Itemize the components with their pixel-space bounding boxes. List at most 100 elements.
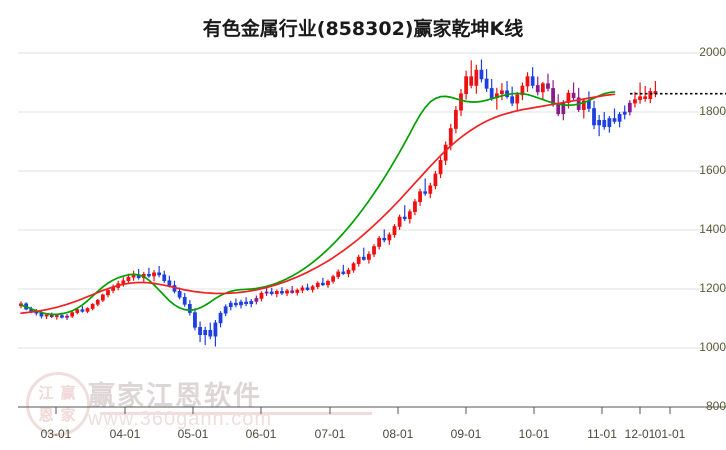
candle-body <box>315 282 320 287</box>
candle-body <box>223 306 228 314</box>
candle-body <box>643 96 648 100</box>
candle-body <box>633 99 637 104</box>
candle-body <box>540 83 545 93</box>
x-axis-label: 11-01 <box>587 427 617 441</box>
candle-body <box>597 119 602 126</box>
candle-body <box>95 299 100 305</box>
axis-lines <box>18 406 726 414</box>
candle-body <box>397 216 402 227</box>
candle-body <box>218 312 223 324</box>
candle-body <box>157 272 162 276</box>
candle-body <box>361 256 366 260</box>
ma-line <box>20 93 616 315</box>
candle-body <box>331 276 335 282</box>
candle-body <box>147 273 151 277</box>
candle-body <box>269 291 274 295</box>
candle-body <box>49 314 54 318</box>
x-axis-label: 10-01 <box>518 427 550 441</box>
seal-char-2: 赢 <box>60 383 76 402</box>
candle-body <box>459 93 463 111</box>
candle-body <box>520 85 525 96</box>
x-axis-label: 04-01 <box>109 427 141 441</box>
candle-body <box>607 118 612 128</box>
x-axis-label: 08-01 <box>382 427 414 441</box>
candle-body <box>525 76 530 87</box>
candle-body <box>44 314 49 317</box>
candle-body <box>638 96 642 100</box>
y-axis-label: 800 <box>705 399 726 413</box>
y-axis-label: 1000 <box>699 340 726 354</box>
x-axis-label: 03-01 <box>40 427 72 441</box>
candle-body <box>228 302 233 308</box>
candle-body <box>382 237 387 241</box>
candle-body <box>233 302 238 306</box>
candle-body <box>131 275 136 278</box>
candle-body <box>387 234 392 241</box>
candle-body <box>75 309 80 313</box>
candle-body <box>464 76 469 95</box>
x-axis-label: 09-01 <box>450 427 482 441</box>
candle-body <box>571 92 576 99</box>
y-axis-label: 1800 <box>699 104 726 118</box>
candle-body <box>489 88 494 99</box>
candle-body <box>320 282 325 286</box>
x-axis-label: 12-01 <box>624 427 656 441</box>
seal-ring <box>26 372 90 436</box>
candle-body <box>402 216 407 220</box>
candle-body <box>208 329 213 337</box>
seal-char-4: 家 <box>60 405 76 424</box>
candle-body <box>617 114 622 122</box>
candle-body <box>515 94 520 104</box>
candle-body <box>70 312 75 317</box>
candle-body <box>162 274 167 282</box>
candle-body <box>546 83 550 89</box>
candle-body <box>336 271 341 277</box>
candle-body <box>500 90 504 95</box>
candle-body <box>126 276 131 282</box>
candle-body <box>264 291 269 294</box>
candle-body <box>602 119 607 128</box>
candle-body <box>85 308 90 312</box>
seal-char-1: 江 <box>38 383 54 402</box>
watermark-seal-icon: 江 赢 恩 家 <box>26 372 90 436</box>
candle-body <box>203 329 208 336</box>
candle-body <box>535 85 540 93</box>
candle-body <box>280 291 284 294</box>
x-axis-label: 01-01 <box>654 427 686 441</box>
candle-body <box>372 246 376 255</box>
candle-body <box>167 280 172 286</box>
candle-body <box>187 304 192 313</box>
candle-body <box>622 111 627 115</box>
candle-body <box>182 296 187 305</box>
candle-body <box>254 298 259 302</box>
candle-body <box>193 312 197 328</box>
candle-body <box>377 237 382 247</box>
watermark-bar <box>100 412 372 415</box>
candle-body <box>428 185 433 194</box>
candle-body <box>274 291 279 295</box>
candle-body <box>423 191 428 194</box>
candle-body <box>305 287 310 290</box>
candle-body <box>648 91 653 100</box>
seal-char-3: 恩 <box>38 405 54 424</box>
candlestick-series <box>19 59 658 347</box>
y-axis-label: 1400 <box>699 222 726 236</box>
candle-body <box>581 100 586 110</box>
y-axis-label: 1200 <box>699 281 726 295</box>
x-axis-label: 06-01 <box>245 427 277 441</box>
candle-body <box>556 104 561 115</box>
candle-body <box>433 173 438 187</box>
candle-body <box>413 201 417 213</box>
candle-body <box>469 76 474 86</box>
candle-body <box>326 281 330 286</box>
page-title: 有色金属行业(858302)赢家乾坤K线 <box>202 18 524 40</box>
candle-body <box>587 100 591 109</box>
candle-body <box>448 128 453 146</box>
candle-body <box>249 301 254 305</box>
moving-average-lines <box>20 91 616 316</box>
candle-body <box>479 69 484 80</box>
candle-body <box>392 226 397 236</box>
candle-body <box>418 191 422 202</box>
candle-body <box>367 253 371 260</box>
